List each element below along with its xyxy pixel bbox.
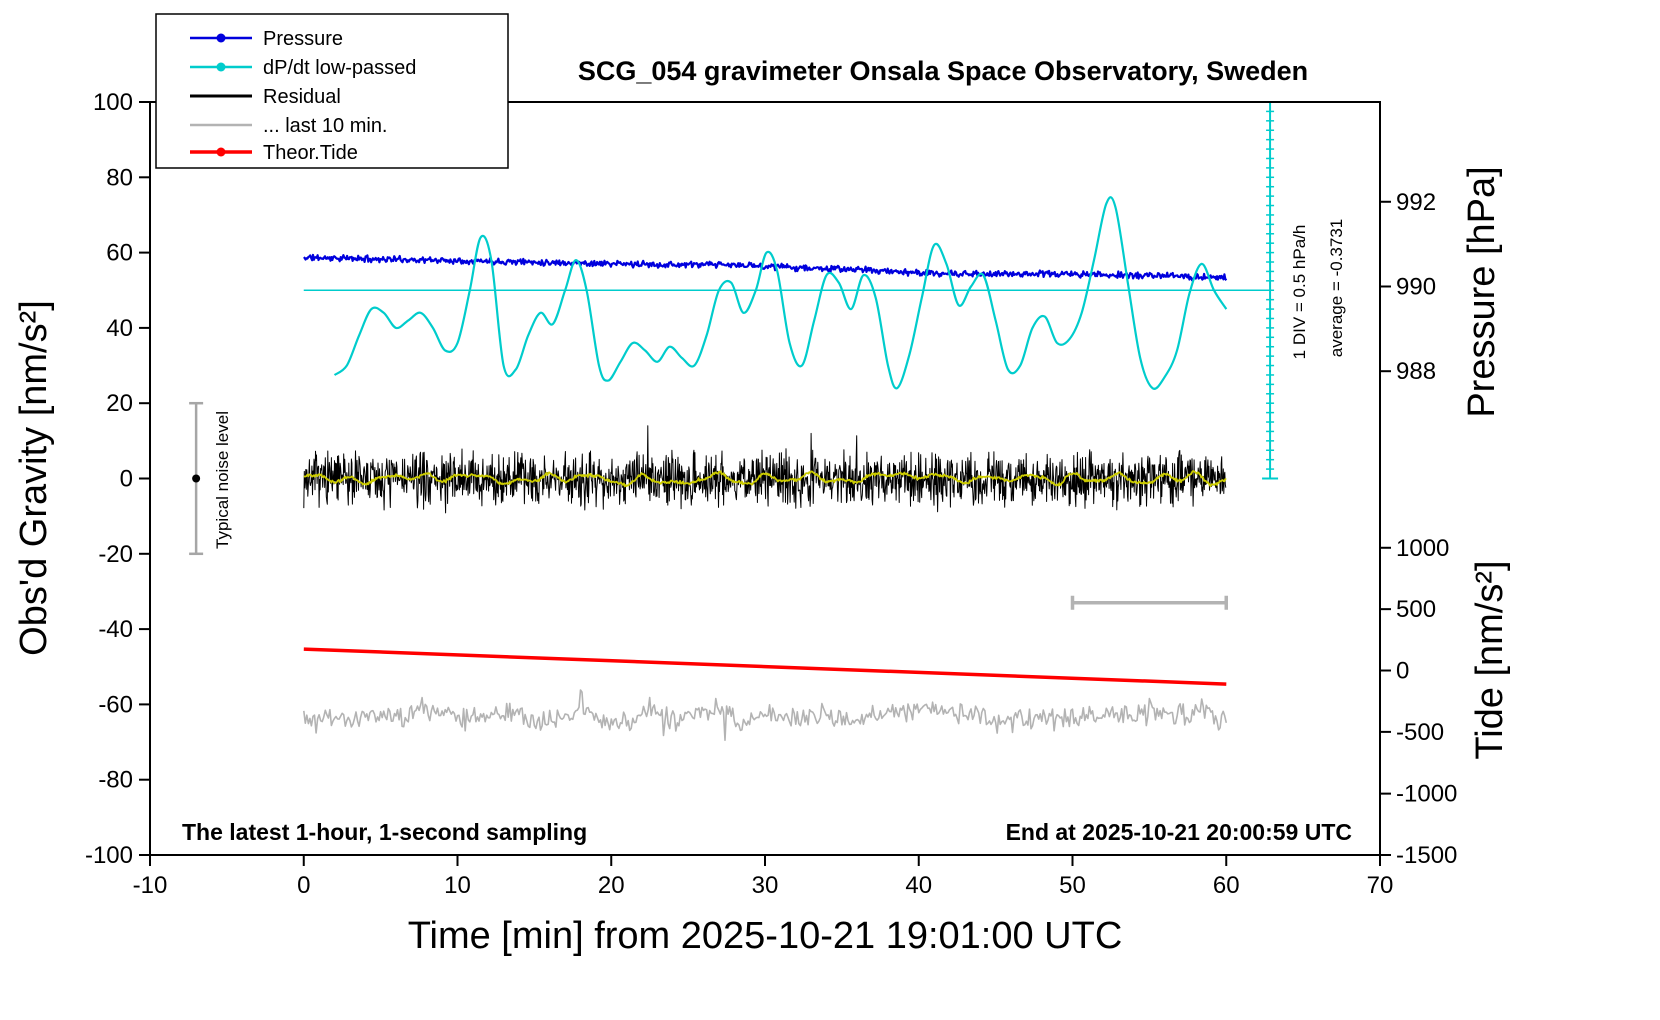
axis-ticks-layer: -10 0 10 20 30 40 50 60 70-100-80-60-40-20020406… bbox=[85, 89, 1457, 899]
legend-label-dpdt: dP/dt low-passed bbox=[263, 57, 416, 79]
markers-layer bbox=[189, 101, 1279, 610]
series-residual bbox=[303, 425, 1227, 514]
series-last-10-min bbox=[303, 689, 1228, 741]
y-tick-label-tide: -1000 bbox=[1396, 781, 1457, 808]
y-tick-label-tide: 500 bbox=[1396, 596, 1436, 623]
y-tick-label-gravity: 60 bbox=[106, 240, 133, 267]
y-tick-label-pressure: 990 bbox=[1396, 273, 1436, 300]
theortide-dot-icon bbox=[216, 147, 226, 157]
legend-label-pressure: Pressure bbox=[263, 28, 343, 50]
y-tick-label-gravity: -60 bbox=[98, 691, 133, 718]
legend-item-theortide: Theor.Tide bbox=[190, 142, 358, 164]
ten-min-duration-bar bbox=[1070, 595, 1228, 610]
legend-label-residual: Residual bbox=[263, 86, 341, 108]
y-tick-label-gravity: -20 bbox=[98, 541, 133, 568]
y-tick-label-tide: 0 bbox=[1396, 658, 1409, 685]
y-tick-label-gravity: 80 bbox=[106, 164, 133, 191]
legend-label-theortide: Theor.Tide bbox=[263, 142, 358, 164]
series-layer bbox=[303, 196, 1271, 741]
x-tick-label: 50 bbox=[1059, 872, 1086, 899]
legend-item-residual: Residual bbox=[190, 86, 341, 108]
y-tick-label-tide: -1500 bbox=[1396, 842, 1457, 869]
page-title: SCG_054 gravimeter Onsala Space Observat… bbox=[578, 56, 1308, 86]
x-axis-label: Time [min] from 2025-10-21 19:01:00 UTC bbox=[408, 915, 1123, 957]
y-tick-label-tide: 1000 bbox=[1396, 535, 1449, 562]
y-tick-label-gravity: 100 bbox=[93, 89, 133, 116]
y-tick-label-tide: -500 bbox=[1396, 719, 1444, 746]
x-tick-label: 20 bbox=[598, 872, 625, 899]
series-pressure bbox=[303, 253, 1228, 282]
average-annotation: average = -0.3731 bbox=[1327, 219, 1346, 357]
y-tick-label-pressure: 988 bbox=[1396, 358, 1436, 385]
x-tick-label: 70 bbox=[1367, 872, 1394, 899]
y-axis-label-pressure: Pressure [hPa] bbox=[1461, 166, 1503, 417]
y-tick-label-gravity: 0 bbox=[120, 466, 133, 493]
legend-label-last10min: ... last 10 min. bbox=[263, 115, 388, 137]
noise-errorbar-dot bbox=[192, 474, 201, 483]
x-tick-label: 60 bbox=[1213, 872, 1240, 899]
y-tick-label-pressure: 992 bbox=[1396, 189, 1436, 216]
y-tick-label-gravity: -100 bbox=[85, 842, 133, 869]
y-tick-label-gravity: -80 bbox=[98, 767, 133, 794]
div-scale-annotation: 1 DIV = 0.5 hPa/h bbox=[1290, 225, 1309, 360]
x-tick-label: 40 bbox=[905, 872, 932, 899]
y-tick-label-gravity: 40 bbox=[106, 315, 133, 342]
legend-box bbox=[155, 13, 509, 169]
x-tick-label: 0 bbox=[297, 872, 310, 899]
y-tick-label-gravity: 20 bbox=[106, 390, 133, 417]
series-dp-dt-low-passed bbox=[333, 196, 1228, 390]
end-time-note: End at 2025-10-21 20:00:59 UTC bbox=[1006, 819, 1352, 845]
y-axis-label-gravity: Obs'd Gravity [nm/s²] bbox=[13, 300, 55, 656]
noise-level-annotation: Typical noise level bbox=[213, 411, 232, 549]
dpdt-dot-icon bbox=[216, 62, 226, 72]
x-tick-label: 10 bbox=[444, 872, 471, 899]
y-tick-label-gravity: -40 bbox=[98, 616, 133, 643]
legend: Pressure dP/dt low-passed Residual ... l… bbox=[155, 13, 509, 169]
x-tick-label: 30 bbox=[752, 872, 779, 899]
sampling-note: The latest 1-hour, 1-second sampling bbox=[182, 819, 587, 845]
series-residual-low-passed bbox=[303, 470, 1227, 488]
y-axis-label-tide: Tide [nm/s²] bbox=[1469, 560, 1511, 759]
legend-item-pressure: Pressure bbox=[190, 28, 343, 50]
pressure-dot-icon bbox=[216, 33, 226, 43]
div-scale-ruler bbox=[1262, 101, 1279, 480]
x-tick-label: -10 bbox=[133, 872, 168, 899]
legend-item-last10min: ... last 10 min. bbox=[190, 115, 388, 137]
legend-item-dpdt: dP/dt low-passed bbox=[190, 57, 416, 79]
series-theor-tide bbox=[303, 647, 1227, 686]
